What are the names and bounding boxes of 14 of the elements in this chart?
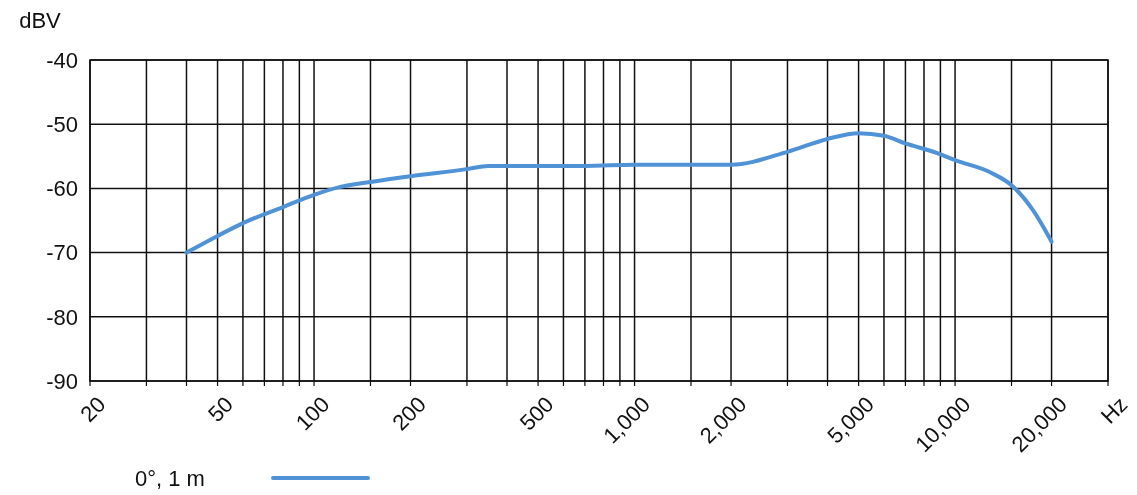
- x-tick-label: 100: [290, 391, 335, 436]
- x-tick-label: 200: [387, 391, 431, 436]
- y-tick-label: -60: [46, 176, 78, 202]
- y-tick-label: -40: [46, 47, 78, 73]
- y-tick-label: -50: [46, 111, 78, 137]
- x-tick-label: 20: [75, 391, 111, 427]
- y-tick-label: -70: [46, 240, 78, 266]
- x-axis-title: Hz: [1095, 391, 1133, 429]
- y-tick-label: -80: [46, 304, 78, 330]
- x-tick-label: 50: [202, 391, 238, 427]
- x-tick-label: 500: [514, 391, 559, 436]
- y-axis-title: dBV: [19, 8, 62, 33]
- y-tick-label: -90: [46, 368, 78, 394]
- text: 0°, 1 m: [135, 465, 205, 491]
